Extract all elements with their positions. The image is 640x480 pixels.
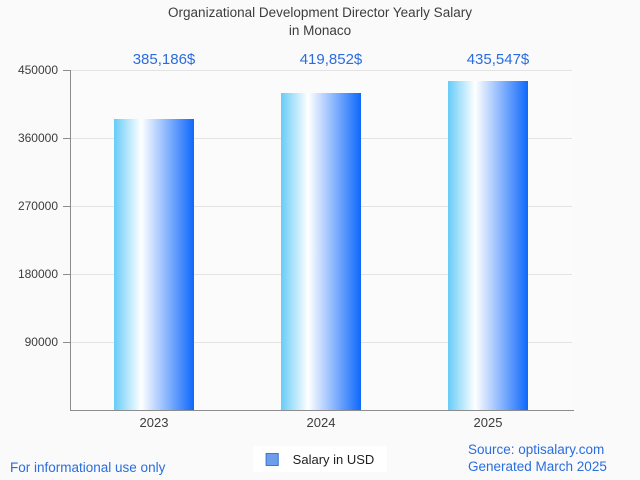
x-axis-line [70, 410, 574, 411]
bar-2025 [448, 81, 528, 410]
grid-line [70, 70, 572, 71]
footer-disclaimer: For informational use only [10, 460, 166, 475]
bar-value-label: 419,852$ [299, 51, 363, 68]
chart-title: Organizational Development Director Year… [0, 4, 640, 39]
y-axis-tick [63, 342, 70, 343]
legend-label: Salary in USD [292, 451, 375, 467]
y-tick-label: 90000 [24, 335, 58, 349]
footer-source-block: Source: optisalary.com Generated March 2… [468, 441, 607, 475]
y-tick-label: 360000 [17, 131, 58, 145]
y-axis-tick [63, 274, 70, 275]
chart-title-line1: Organizational Development Director Year… [168, 5, 472, 20]
x-tick-label: 2023 [139, 415, 169, 430]
x-tick-label: 2024 [306, 415, 336, 430]
y-tick-label: 180000 [17, 267, 58, 281]
y-axis-tick [63, 138, 70, 139]
bar-2024 [281, 93, 361, 410]
y-axis-tick [63, 70, 70, 71]
chart-title-line2: in Monaco [288, 22, 352, 38]
bar-value-label: 385,186$ [132, 51, 196, 68]
y-tick-label: 450000 [17, 63, 58, 77]
bar-2023 [114, 119, 194, 410]
footer-source-line: Source: optisalary.com [468, 442, 605, 457]
legend-swatch-icon [265, 452, 279, 466]
x-tick-label: 2025 [473, 415, 503, 430]
legend: Salary in USD [253, 446, 387, 472]
y-tick-label: 270000 [17, 199, 58, 213]
y-axis-tick [63, 206, 70, 207]
bar-value-label: 435,547$ [466, 51, 530, 68]
footer-generated-line: Generated March 2025 [468, 459, 607, 474]
y-axis-line [70, 70, 71, 410]
